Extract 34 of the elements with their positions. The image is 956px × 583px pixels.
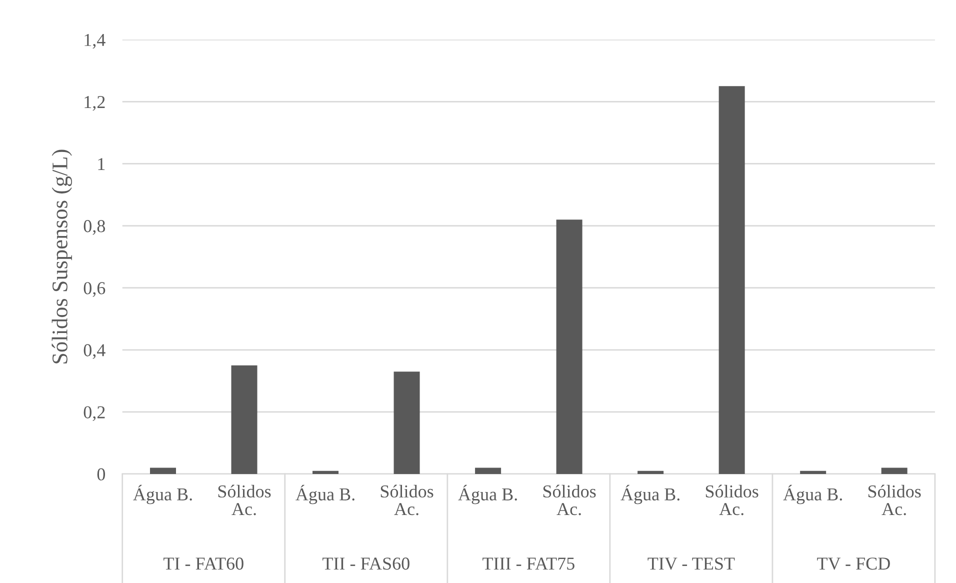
x-tick-label: Sólidos Ac.: [543, 484, 596, 516]
y-tick-label: 1,2: [84, 96, 105, 111]
y-tick-label: 1,4: [84, 34, 106, 49]
y-tick-label: 0: [97, 468, 106, 480]
y-tick-label: 0,2: [84, 406, 105, 421]
y-tick-label: 0,8: [84, 220, 106, 235]
x-tick-label: Água B.: [133, 484, 192, 504]
bar: [881, 468, 908, 474]
bar: [231, 365, 258, 474]
bar: [556, 220, 582, 474]
bar: [475, 468, 502, 474]
bar: [638, 470, 664, 474]
x-tick-label: Água B.: [296, 484, 354, 504]
x-tick-label: Sólidos Ac.: [218, 484, 271, 516]
bar: [312, 470, 339, 474]
x-tick-label: Água B.: [620, 484, 680, 504]
text: TII - FAS60: [322, 558, 410, 570]
bar: [718, 86, 745, 474]
text: TIII - FAT75: [482, 558, 574, 570]
x-tick-label: Sólidos Ac.: [706, 484, 758, 516]
y-tick-label: 0,4: [84, 344, 106, 359]
x-tick-label: Água B.: [783, 484, 842, 504]
x-tick-label: Sólidos Ac.: [380, 484, 434, 516]
text: TIV - TEST: [648, 558, 735, 570]
y-tick-label: 0,6: [84, 282, 106, 297]
y-axis-title: Sólidos Suspensos (g/L): [52, 150, 72, 364]
bar: [394, 372, 420, 474]
text: TI - FAT60: [164, 558, 244, 570]
bar: [150, 468, 176, 474]
x-tick-label: Sólidos Ac.: [868, 484, 921, 516]
y-tick-label: 1: [98, 158, 105, 170]
bar: [800, 470, 826, 474]
text: TV - FCD: [817, 558, 890, 570]
x-tick-label: Água B.: [458, 484, 517, 504]
